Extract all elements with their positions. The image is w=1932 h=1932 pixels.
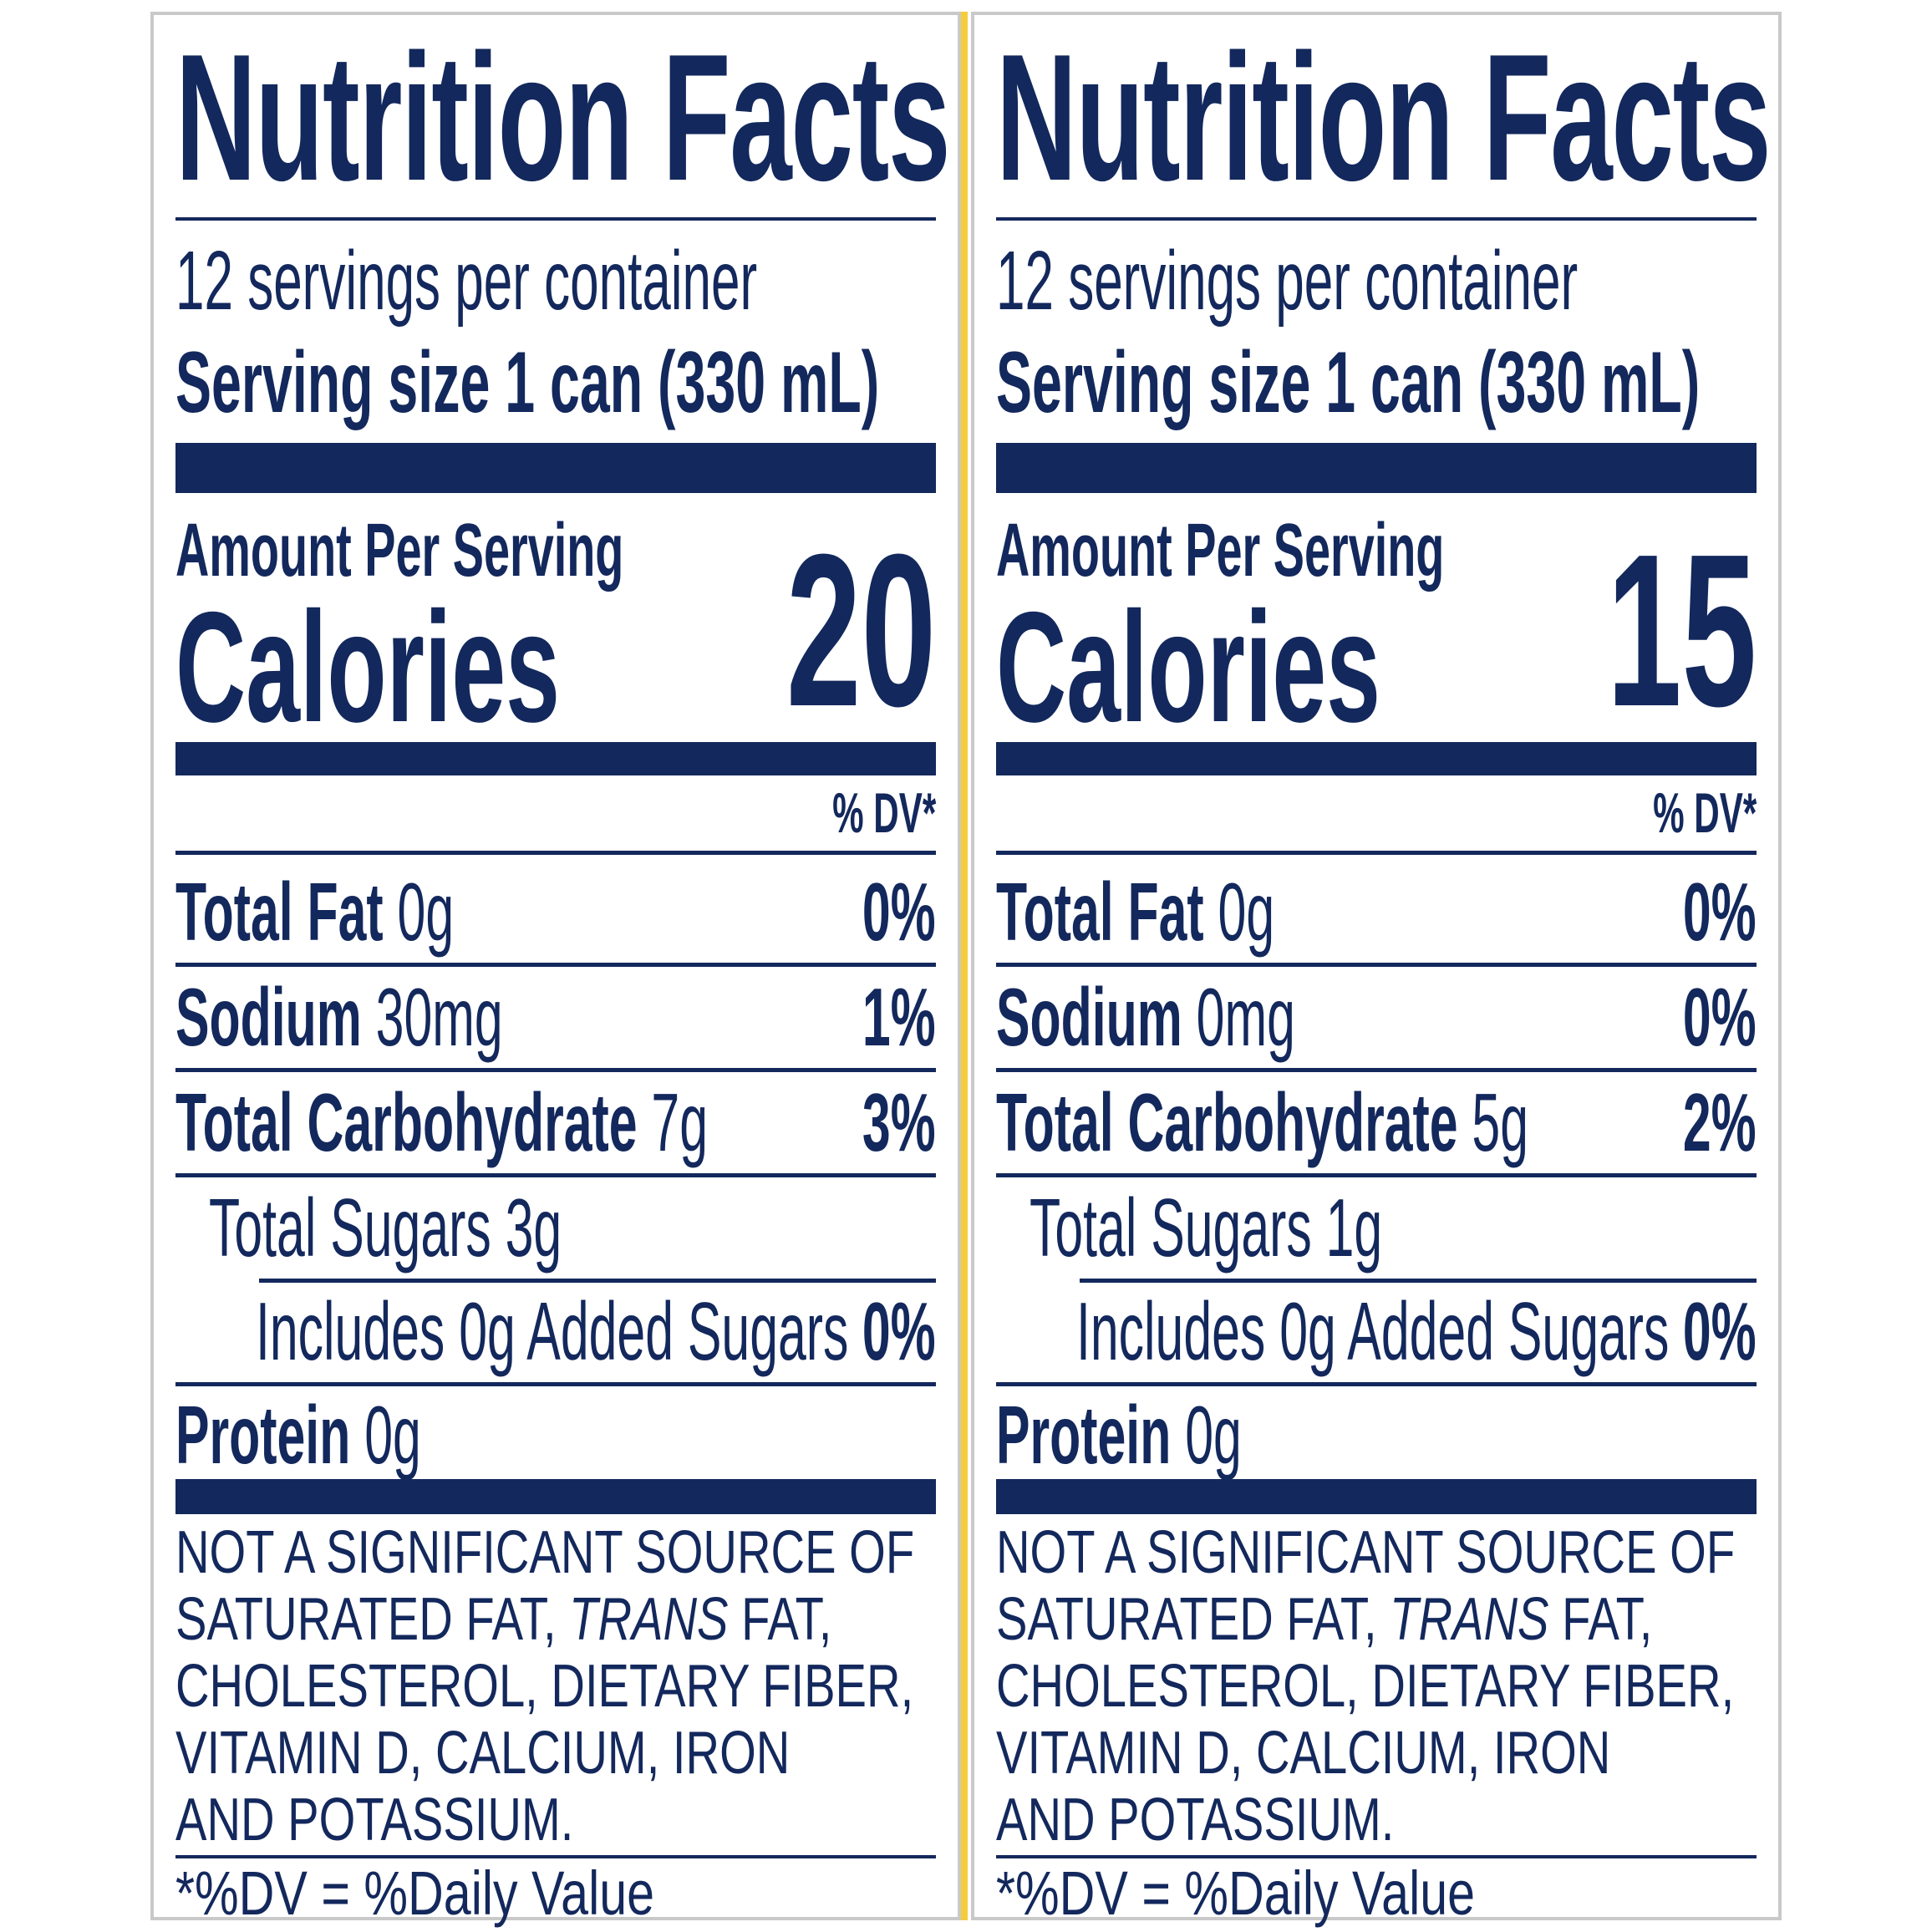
nutrient-row-total-carbohydrate: Total Carbohydrate 7g 3% [175,1076,936,1168]
rule-thin [1080,1279,1757,1283]
calories-label: Calories [175,579,560,755]
serving-size: Serving size 1 can (330 mL) [996,334,1701,431]
rule-medium [996,742,1757,775]
rule-thin [175,851,936,855]
rule-thin [996,1855,1757,1858]
rule-thin [996,851,1757,855]
rule-thin [175,1173,936,1177]
rule-thin [175,1068,936,1072]
dv-header: % DV* [1652,781,1757,845]
rule-thin [996,1382,1757,1386]
rule-medium [175,742,936,775]
serving-size: Serving size 1 can (330 mL) [175,334,880,431]
panel-title: Nutrition Facts [996,16,1772,218]
nutrition-panel-left: Nutrition Facts 12 servings per containe… [150,12,961,1927]
nutrient-row-total-carbohydrate: Total Carbohydrate 5g 2% [996,1076,1757,1168]
rule-thick [175,443,936,493]
rule-thick [175,1479,936,1514]
rule-thin [996,963,1757,967]
nutrient-row-total-fat: Total Fat 0g 0% [175,866,936,958]
rule-thin [996,1068,1757,1072]
nutrition-panel-right: Nutrition Facts 12 servings per containe… [971,12,1782,1927]
panel-title: Nutrition Facts [175,16,951,218]
nutrient-row-added-sugars: Includes 0g Added Sugars 0% [1076,1285,1757,1377]
nutrient-row-sodium: Sodium 0mg 0% [996,971,1757,1063]
amount-per-serving: Amount Per Serving [996,509,1445,592]
nutrient-row-protein: Protein 0g [996,1389,1242,1481]
nutrient-row-added-sugars: Includes 0g Added Sugars 0% [256,1285,936,1377]
rule-thin [996,217,1757,221]
rule-thin [996,1173,1757,1177]
nutrient-row-total-fat: Total Fat 0g 0% [996,866,1757,958]
disclaimer: NOT A SIGNIFICANT SOURCE OF SATURATED FA… [175,1519,915,1853]
calories-value: 15 [1606,510,1757,752]
rule-thin [175,1382,936,1386]
nutrient-row-total-sugars: Total Sugars 1g [1030,1182,1383,1274]
dv-header: % DV* [831,781,936,845]
nutrient-row-protein: Protein 0g [175,1389,421,1481]
rule-thick [996,1479,1757,1514]
servings-per-container: 12 servings per container [175,234,758,328]
footnote: *%DV = %Daily Value [996,1858,1476,1928]
amount-per-serving: Amount Per Serving [175,509,624,592]
servings-per-container: 12 servings per container [996,234,1579,328]
calories-label: Calories [996,579,1380,755]
rule-thick [996,443,1757,493]
rule-thin [175,1855,936,1858]
disclaimer: NOT A SIGNIFICANT SOURCE OF SATURATED FA… [996,1519,1736,1853]
calories-value: 20 [786,510,936,752]
panel-divider [961,12,968,1920]
nutrient-row-total-sugars: Total Sugars 3g [209,1182,562,1274]
rule-thin [175,217,936,221]
footnote: *%DV = %Daily Value [175,1858,655,1928]
rule-thin [175,963,936,967]
nutrient-row-sodium: Sodium 30mg 1% [175,971,936,1063]
rule-thin [259,1279,936,1283]
